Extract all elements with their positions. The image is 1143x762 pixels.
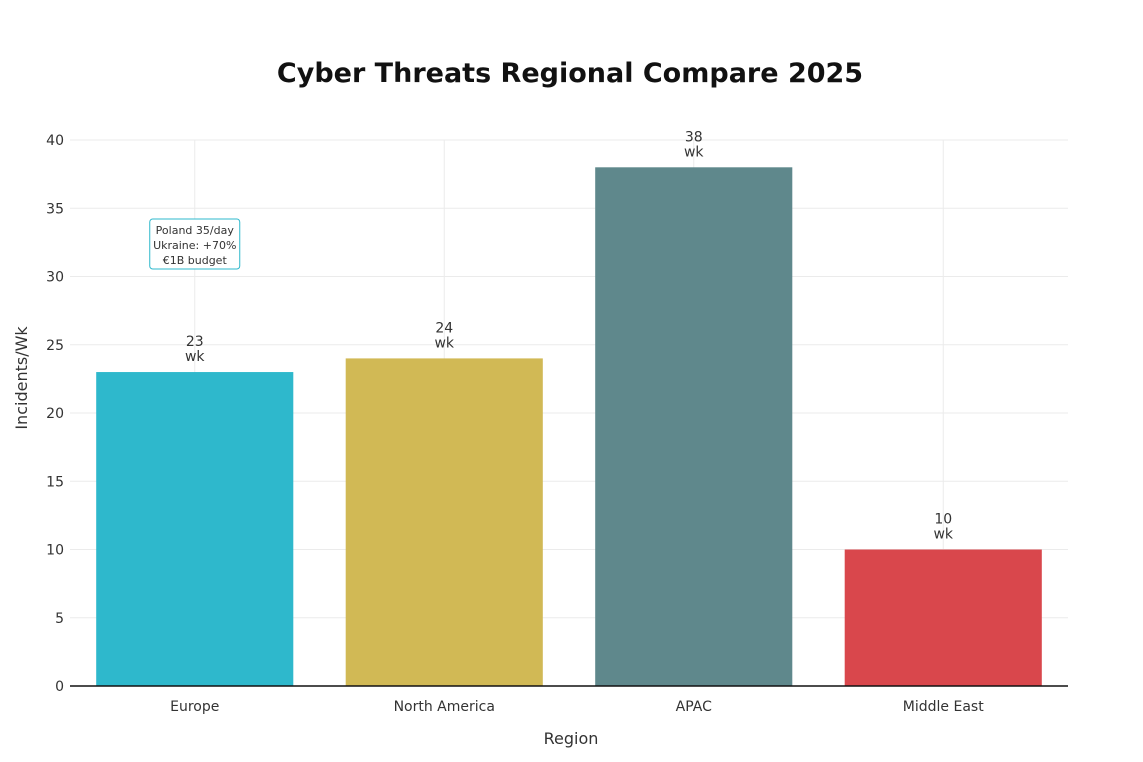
bar-north-america [345,358,543,686]
y-tick-label: 35 [46,201,64,217]
annotation-text: Poland 35/day Ukraine: +70% €1B budget [153,224,236,267]
x-tick-label: Middle East [903,699,984,715]
bar-apac [595,167,793,687]
x-tick-label: North America [394,699,495,715]
y-tick-label: 0 [55,679,64,695]
x-tick-label: APAC [676,699,712,715]
bar-value-label: 23 wk [185,334,205,365]
y-tick-label: 5 [55,611,64,627]
x-axis-ticks: Europe North America APAC Middle East [170,699,984,715]
annotation-box: Poland 35/day Ukraine: +70% €1B budget [149,218,241,270]
bars [96,167,1042,687]
bar-middle-east [844,549,1042,686]
y-tick-label: 30 [46,270,64,286]
bar-value-label: 38 wk [684,129,704,160]
x-tick-label: Europe [170,699,219,715]
chart-title: Cyber Threats Regional Compare 2025 [277,58,863,89]
bar-value-label: 10 wk [933,512,953,543]
annotation-frame [149,218,241,270]
y-tick-label: 40 [46,133,64,149]
y-tick-label: 25 [46,338,64,354]
y-tick-label: 20 [46,406,64,422]
x-axis-label: Region [544,729,599,748]
y-axis-ticks: 0 5 10 15 20 25 30 35 40 [46,133,64,695]
bar-value-label: 24 wk [434,320,454,351]
bar-value-labels: 23 wk 24 wk 38 wk 10 wk [185,129,954,542]
bar-europe [96,372,294,686]
y-axis-label: Incidents/Wk [12,326,31,430]
y-tick-label: 15 [46,474,64,490]
y-tick-label: 10 [46,543,64,559]
